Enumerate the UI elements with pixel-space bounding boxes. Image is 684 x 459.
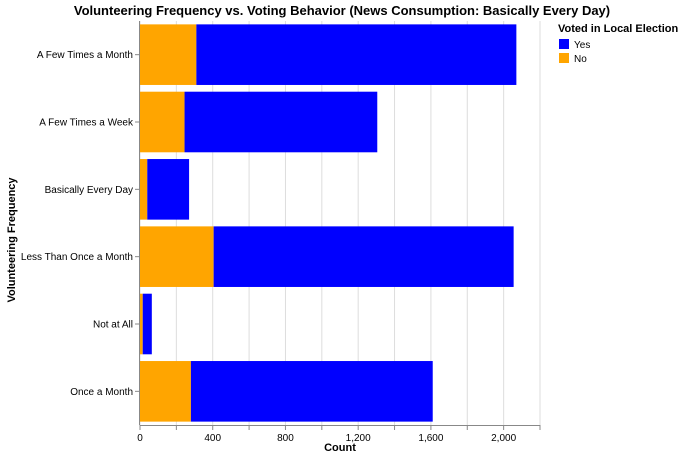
y-tick-label: Not at All xyxy=(93,320,133,331)
bar-yes xyxy=(190,361,433,422)
bar-no xyxy=(140,226,214,287)
bar-no xyxy=(140,91,185,153)
bar-yes xyxy=(213,226,514,287)
legend-swatch-no xyxy=(559,53,569,63)
chart-title: Volunteering Frequency vs. Voting Behavi… xyxy=(74,3,610,18)
y-tick-label: Less Than Once a Month xyxy=(21,252,133,263)
x-tick-label: 2,000 xyxy=(491,433,516,444)
legend-label-no: No xyxy=(574,54,587,65)
bar-no xyxy=(140,361,191,422)
x-tick-label: 1,600 xyxy=(418,433,443,444)
x-axis: 0 400 800 1,200 1,600 2,000 xyxy=(137,425,541,444)
y-tick-label: Basically Every Day xyxy=(45,185,133,196)
y-tick-label: Once a Month xyxy=(70,387,133,398)
y-tick-label: A Few Times a Month xyxy=(37,50,133,61)
legend-label-yes: Yes xyxy=(574,40,590,51)
y-tick-label: A Few Times a Week xyxy=(39,118,134,129)
bar-yes xyxy=(184,91,378,153)
y-axis: A Few Times a Month A Few Times a Week Bas… xyxy=(21,21,140,425)
bars xyxy=(140,24,517,422)
bar-no xyxy=(140,293,143,355)
bar-no xyxy=(140,24,197,85)
legend: Voted in Local Election Yes No xyxy=(558,23,678,65)
x-tick-label: 0 xyxy=(137,433,143,444)
bar-yes xyxy=(196,24,517,85)
bar-no xyxy=(140,159,148,220)
legend-swatch-yes xyxy=(559,39,569,49)
y-axis-title: Volunteering Frequency xyxy=(6,177,18,303)
bar-yes xyxy=(142,293,152,355)
x-axis-title: Count xyxy=(324,442,356,454)
gridlines xyxy=(139,21,541,425)
x-tick-label: 400 xyxy=(204,433,221,444)
x-tick-label: 800 xyxy=(277,433,294,444)
bar-yes xyxy=(147,159,190,220)
legend-title: Voted in Local Election xyxy=(558,23,678,35)
x-tick-label: 1,200 xyxy=(346,433,371,444)
